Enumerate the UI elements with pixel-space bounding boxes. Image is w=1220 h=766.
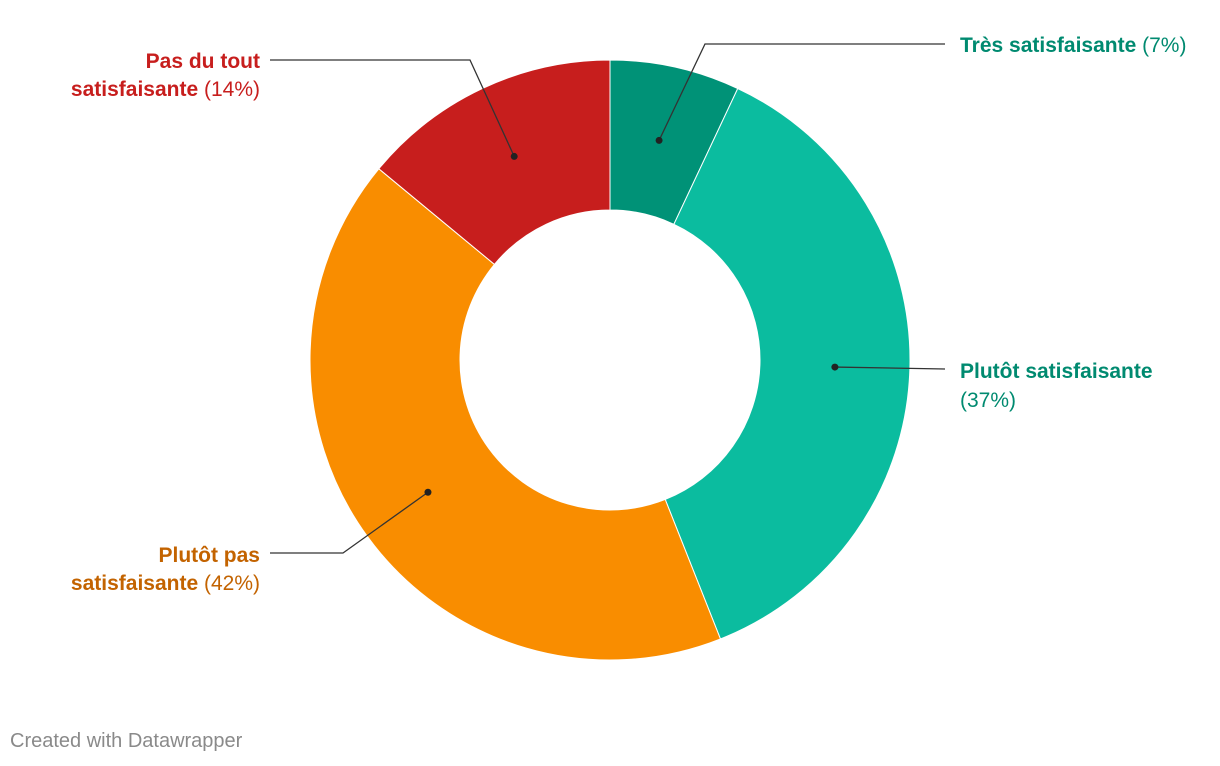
leader-line-4 xyxy=(270,59,515,157)
slice-labels: Très satisfaisante (7%) Plutôt satisfaisa… xyxy=(71,34,1187,595)
donut-slice-4 xyxy=(378,59,611,266)
slice-label-1-line-1: Très satisfaisante (7%) xyxy=(960,34,1186,57)
slice-label-2-line-2: (37%) xyxy=(960,389,1016,412)
slice-percent: (7%) xyxy=(1136,34,1186,57)
leader-line-3 xyxy=(270,491,429,554)
donut-slice-2 xyxy=(664,87,911,640)
donut-slice-3 xyxy=(309,168,722,661)
leader-dot-3 xyxy=(424,488,432,496)
slice-name: Très satisfaisante xyxy=(960,34,1136,57)
leader-line-1 xyxy=(658,43,945,141)
leader-dot-1 xyxy=(655,136,663,144)
slice-name: satisfaisante xyxy=(71,78,198,101)
label-leaders xyxy=(270,43,946,554)
slice-name: satisfaisante xyxy=(71,572,198,595)
credit-text: Created with Datawrapper xyxy=(10,730,243,752)
leader-line-2 xyxy=(834,366,946,370)
slice-label-3-line-1: Plutôt pas xyxy=(158,544,260,567)
slice-percent: (42%) xyxy=(198,572,260,595)
slice-label-3-line-2: satisfaisante (42%) xyxy=(71,572,260,595)
leader-dot-4 xyxy=(510,152,518,160)
slice-name: Pas du tout xyxy=(146,50,260,73)
donut-slices xyxy=(309,59,911,661)
slice-percent: (37%) xyxy=(960,389,1016,412)
slice-name: Plutôt pas xyxy=(158,544,260,567)
leader-dot-2 xyxy=(831,363,839,371)
slice-label-2-line-1: Plutôt satisfaisante xyxy=(960,360,1153,383)
slice-label-4-line-2: satisfaisante (14%) xyxy=(71,78,260,101)
slice-name: Plutôt satisfaisante xyxy=(960,360,1153,383)
slice-percent: (14%) xyxy=(198,78,260,101)
slice-label-4-line-1: Pas du tout xyxy=(146,50,260,73)
